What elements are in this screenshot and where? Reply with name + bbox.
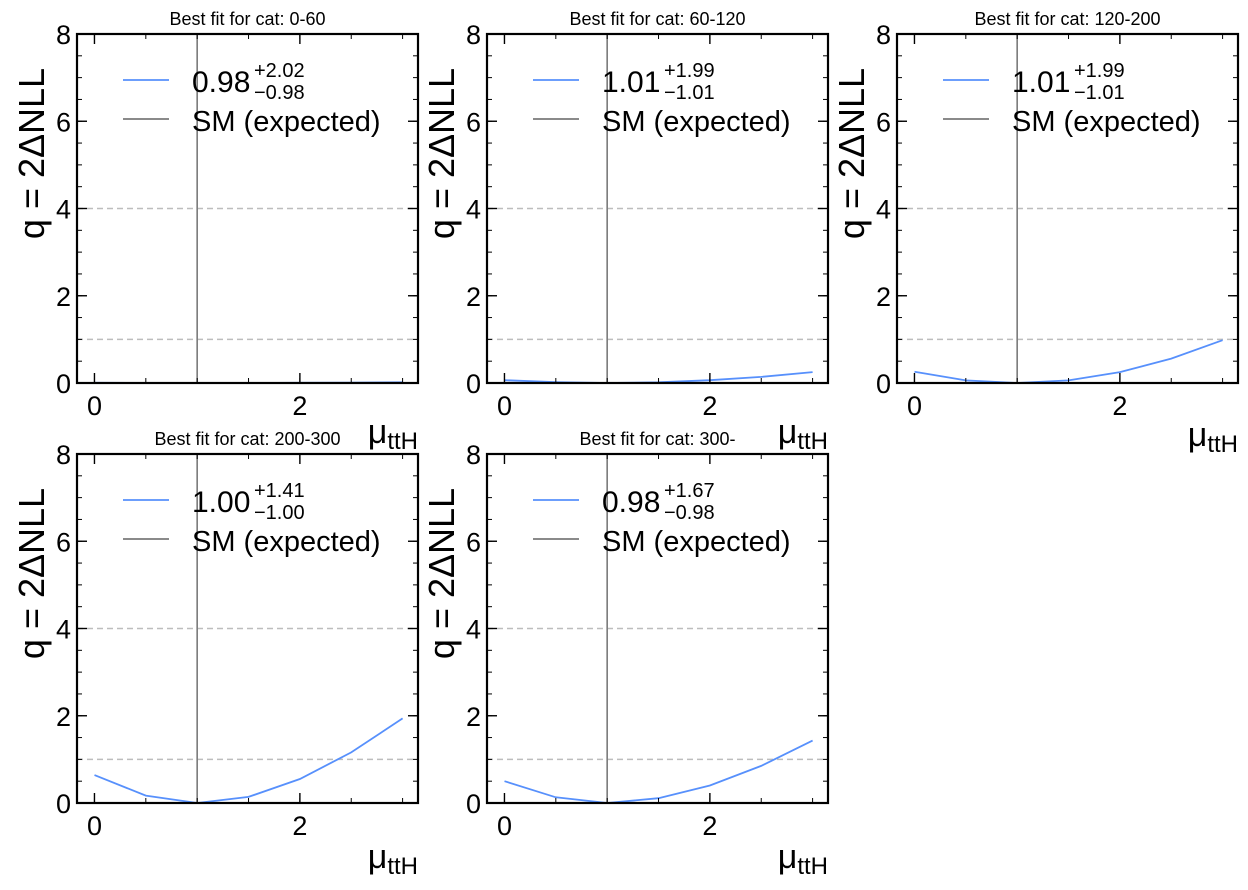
x-tick-label: 0 [497,391,512,421]
x-tick-label: 0 [907,391,922,421]
subplot-1: 0 2 4 6 8 0 2 Best fit for cat: 0-60 q = 2ΔNLL μt… [11,9,420,455]
y-axis-label: q = 2ΔNLL [11,68,52,239]
y-tick-label: 2 [876,282,891,312]
legend-sm-label: SM (expected) [602,106,791,138]
x-axis-label: μttH [1188,416,1238,458]
y-tick-label: 6 [466,527,481,557]
x-tick-label: 2 [702,391,717,421]
y-tick-label: 8 [56,440,71,470]
nll-curve [504,739,813,804]
y-tick-label: 6 [466,107,481,137]
subplot-title: Best fit for cat: 120-200 [974,9,1160,29]
y-tick-label: 8 [466,440,481,470]
x-tick-label: 2 [292,391,307,421]
legend-fit-up: +1.41 [254,480,305,502]
subplot-title: Best fit for cat: 0-60 [169,9,325,29]
x-label-symbol: μ [368,838,388,876]
x-label-subscript: ttH [387,428,418,455]
axes-frame [75,452,420,805]
x-axis-label: μttH [778,838,828,880]
legend-sm-label: SM (expected) [1012,106,1201,138]
legend-fit-value: 0.98 [192,66,250,99]
legend-fit-up: +2.02 [254,60,305,82]
legend-fit-down: −1.01 [1074,82,1125,104]
y-axis-label: q = 2ΔNLL [831,68,872,239]
y-axis-label: q = 2ΔNLL [11,488,52,659]
y-tick-label: 4 [466,195,481,225]
x-label-symbol: μ [368,413,388,451]
legend-fit-down: −1.01 [664,82,715,104]
x-tick-label: 2 [292,811,307,841]
x-label-subscript: ttH [1207,431,1238,458]
y-tick-label: 2 [56,282,71,312]
legend-fit-down: −1.00 [254,502,305,524]
y-tick-label: 2 [466,282,481,312]
x-tick-label: 0 [497,811,512,841]
legend-fit-value: 1.01 [1012,66,1070,99]
axes-frame [485,32,830,385]
subplot-title: Best fit for cat: 60-120 [569,9,745,29]
y-tick-label: 0 [56,789,71,819]
y-tick-label: 8 [56,20,71,50]
y-tick-label: 4 [466,615,481,645]
legend-fit-up: +1.67 [664,480,715,502]
legend-fit-value: 1.01 [602,66,660,99]
x-tick-label: 0 [87,391,102,421]
x-label-symbol: μ [778,838,798,876]
y-tick-label: 0 [56,369,71,399]
y-tick-label: 4 [876,195,891,225]
y-tick-label: 0 [466,789,481,819]
legend-fit-value: 0.98 [602,486,660,519]
x-label-symbol: μ [778,413,798,451]
y-tick-label: 4 [56,195,71,225]
x-label-symbol: μ [1188,416,1208,454]
x-tick-label: 2 [702,811,717,841]
axes-frame [895,32,1240,385]
legend-sm-label: SM (expected) [602,526,791,558]
legend-fit-down: −0.98 [254,82,305,104]
legend-sm-label: SM (expected) [192,106,381,138]
nll-curve [94,717,404,804]
y-tick-label: 8 [876,20,891,50]
y-tick-label: 6 [56,527,71,557]
nll-curve [914,339,1223,384]
subplot-3: 0 2 4 6 8 0 2 Best fit for cat: 120-200 q = 2ΔNL… [831,9,1240,458]
subplot-2: 0 2 4 6 8 0 2 Best fit for cat: 60-120 q = 2ΔNLL… [421,9,830,455]
y-tick-label: 8 [466,20,481,50]
axes-frame [485,452,830,805]
y-tick-label: 2 [466,702,481,732]
y-axis-label: q = 2ΔNLL [421,488,462,659]
axes-frame [75,32,420,385]
x-axis-label: μttH [368,413,418,455]
legend-sm-label: SM (expected) [192,526,381,558]
y-tick-label: 0 [466,369,481,399]
legend-fit-down: −0.98 [664,502,715,524]
x-tick-label: 0 [87,811,102,841]
y-tick-label: 6 [876,107,891,137]
subplot-4: 0 2 4 6 8 0 2 Best fit for cat: 200-300 q = 2ΔNL… [11,429,420,880]
x-label-subscript: ttH [797,428,828,455]
legend-fit-up: +1.99 [1074,60,1125,82]
legend-fit-up: +1.99 [664,60,715,82]
y-axis-label: q = 2ΔNLL [421,68,462,239]
y-tick-label: 4 [56,615,71,645]
x-tick-label: 2 [1112,391,1127,421]
x-label-subscript: ttH [387,853,418,880]
y-tick-label: 6 [56,107,71,137]
y-tick-label: 2 [56,702,71,732]
subplot-title: Best fit for cat: 300- [579,429,735,449]
x-label-subscript: ttH [797,853,828,880]
y-tick-label: 0 [876,369,891,399]
legend-fit-value: 1.00 [192,486,250,519]
x-axis-label: μttH [778,413,828,455]
subplot-title: Best fit for cat: 200-300 [154,429,340,449]
x-axis-label: μttH [368,838,418,880]
